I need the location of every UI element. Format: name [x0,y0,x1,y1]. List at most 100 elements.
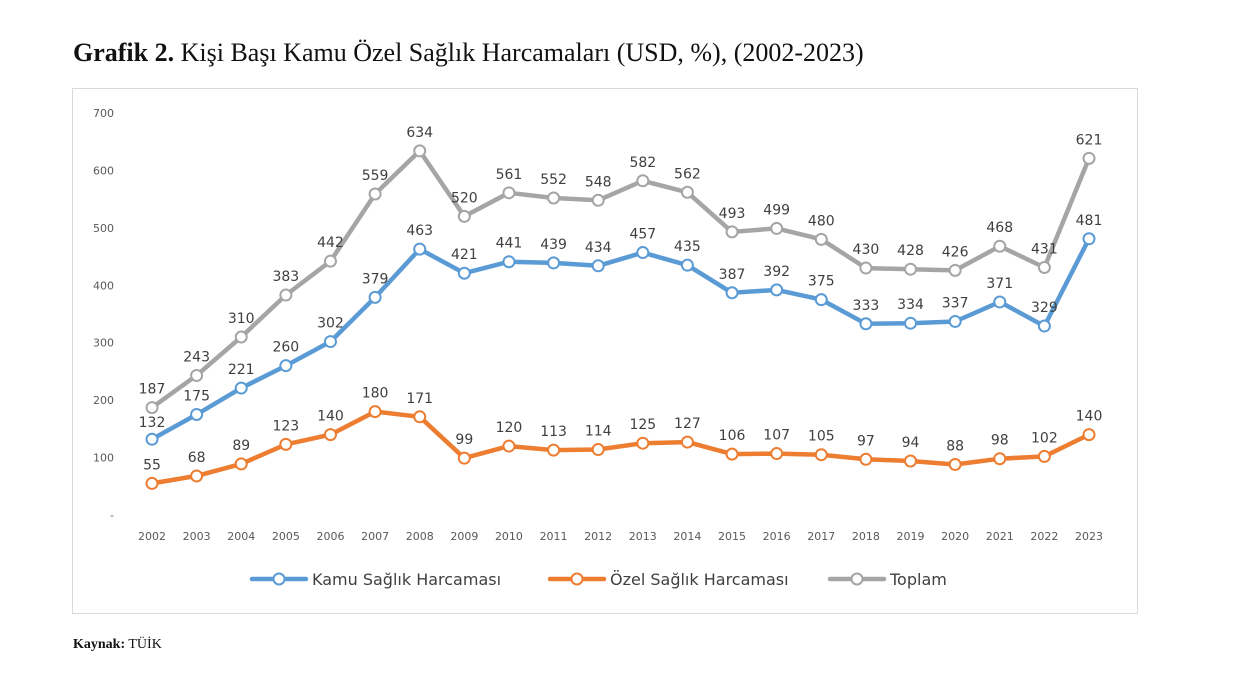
source-value: TÜİK [128,637,162,652]
data-label: 431 [1031,241,1058,257]
data-label: 99 [455,432,473,448]
data-point [547,191,561,205]
x-tick-label: 2022 [1030,530,1058,543]
x-tick-label: 2011 [540,530,568,543]
data-point [145,432,159,446]
y-tick-label: 200 [93,394,114,407]
legend-label: Toplam [889,570,947,589]
data-point [457,266,471,280]
data-label: 260 [272,340,299,356]
data-label: 441 [496,236,523,252]
data-point [234,381,248,395]
data-label: 55 [143,457,161,473]
data-label: 175 [183,389,210,405]
data-point [279,288,293,302]
chart-frame [72,88,1138,614]
series-line [149,148,1092,410]
data-point [725,447,739,461]
data-point [413,410,427,424]
x-tick-label: 2020 [941,530,969,543]
data-point [814,232,828,246]
data-label: 430 [853,242,880,258]
data-point [190,469,204,483]
data-label: 140 [317,409,344,425]
data-point [680,258,694,272]
x-tick-label: 2014 [673,530,701,543]
data-label: 107 [763,428,790,444]
data-point [1082,428,1096,442]
data-label: 187 [139,382,166,398]
x-tick-label: 2008 [406,530,434,543]
data-label: 463 [406,223,433,239]
data-point [993,295,1007,309]
x-tick-label: 2005 [272,530,300,543]
data-point [591,259,605,273]
y-tick-label: 600 [93,164,114,177]
data-point [948,457,962,471]
data-label: 387 [719,267,746,283]
data-label: 171 [406,391,433,407]
data-point [368,290,382,304]
y-tick-label: 700 [93,107,114,120]
data-label: 334 [897,297,924,313]
data-point [368,405,382,419]
data-point [770,283,784,297]
data-point [859,317,873,331]
data-point [948,263,962,277]
data-point [502,186,516,200]
x-tick-label: 2002 [138,530,166,543]
data-point [770,447,784,461]
data-label: 442 [317,235,344,251]
data-point [547,256,561,270]
data-point [904,316,918,330]
data-point [279,359,293,373]
data-label: 329 [1031,300,1058,316]
data-label: 106 [719,428,746,444]
data-label: 434 [585,240,612,256]
data-point [636,246,650,260]
data-point [547,443,561,457]
data-point [814,293,828,307]
data-point [770,221,784,235]
data-label: 94 [902,435,920,451]
data-point [323,335,337,349]
data-label: 310 [228,311,255,327]
data-point [636,436,650,450]
x-tick-label: 2023 [1075,530,1103,543]
data-label: 371 [986,276,1013,292]
y-tick-label: 500 [93,222,114,235]
data-point [725,286,739,300]
x-tick-label: 2015 [718,530,746,543]
data-point [814,448,828,462]
data-label: 132 [139,415,166,431]
data-point [457,451,471,465]
x-tick-label: 2004 [227,530,255,543]
data-point [1082,151,1096,165]
data-point [190,408,204,421]
data-label: 337 [942,295,969,311]
data-point [948,314,962,328]
x-tick-label: 2017 [807,530,835,543]
data-label: 125 [629,417,656,433]
source-note: Kaynak: TÜİK [73,637,162,653]
x-tick-label: 2018 [852,530,880,543]
data-point [1082,232,1096,246]
data-label: 221 [228,362,255,378]
x-tick-label: 2019 [897,530,925,543]
data-point [904,262,918,276]
data-label: 561 [496,167,523,183]
data-label: 140 [1076,409,1103,425]
data-label: 428 [897,243,924,259]
data-point [904,454,918,468]
data-label: 333 [853,298,880,314]
x-tick-label: 2016 [763,530,791,543]
data-point [413,144,427,158]
x-tick-label: 2013 [629,530,657,543]
data-label: 114 [585,424,612,440]
data-point [591,443,605,457]
data-point [234,457,248,471]
data-label: 481 [1076,213,1103,229]
y-tick-label: 100 [93,452,114,465]
data-label: 499 [763,202,790,218]
